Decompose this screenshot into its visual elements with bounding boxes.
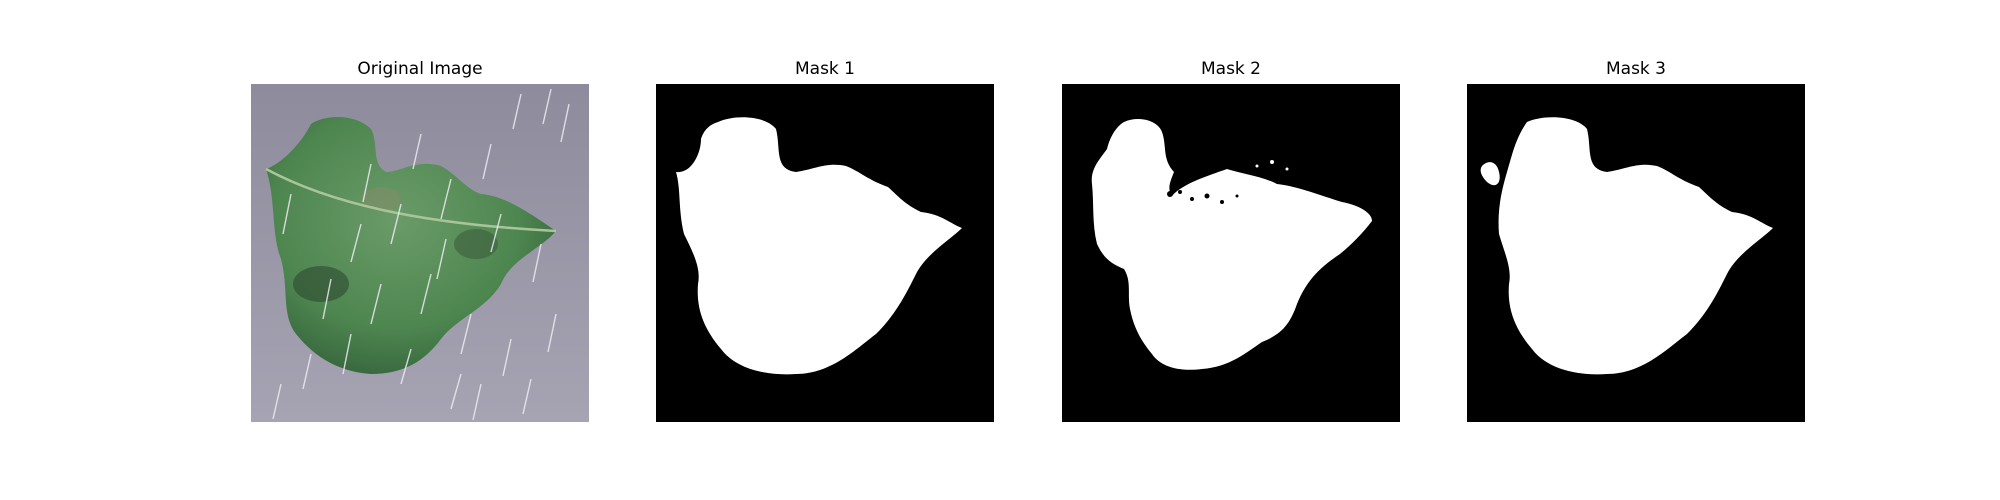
- mask-icon: [1467, 84, 1805, 422]
- original-leaf-photo: [251, 84, 589, 422]
- mask-3-image: [1467, 84, 1805, 422]
- mask-2-image: [1062, 84, 1400, 422]
- mask-icon: [656, 84, 994, 422]
- leaf-photo-icon: [251, 84, 589, 422]
- mask-2-title: Mask 2: [1200, 59, 1261, 79]
- mask-1-title: Mask 1: [794, 59, 855, 79]
- mask-3-title: Mask 3: [1605, 59, 1666, 79]
- mask-icon: [1062, 84, 1400, 422]
- original-image-title: Original Image: [357, 59, 483, 79]
- mask-1-image: [656, 84, 994, 422]
